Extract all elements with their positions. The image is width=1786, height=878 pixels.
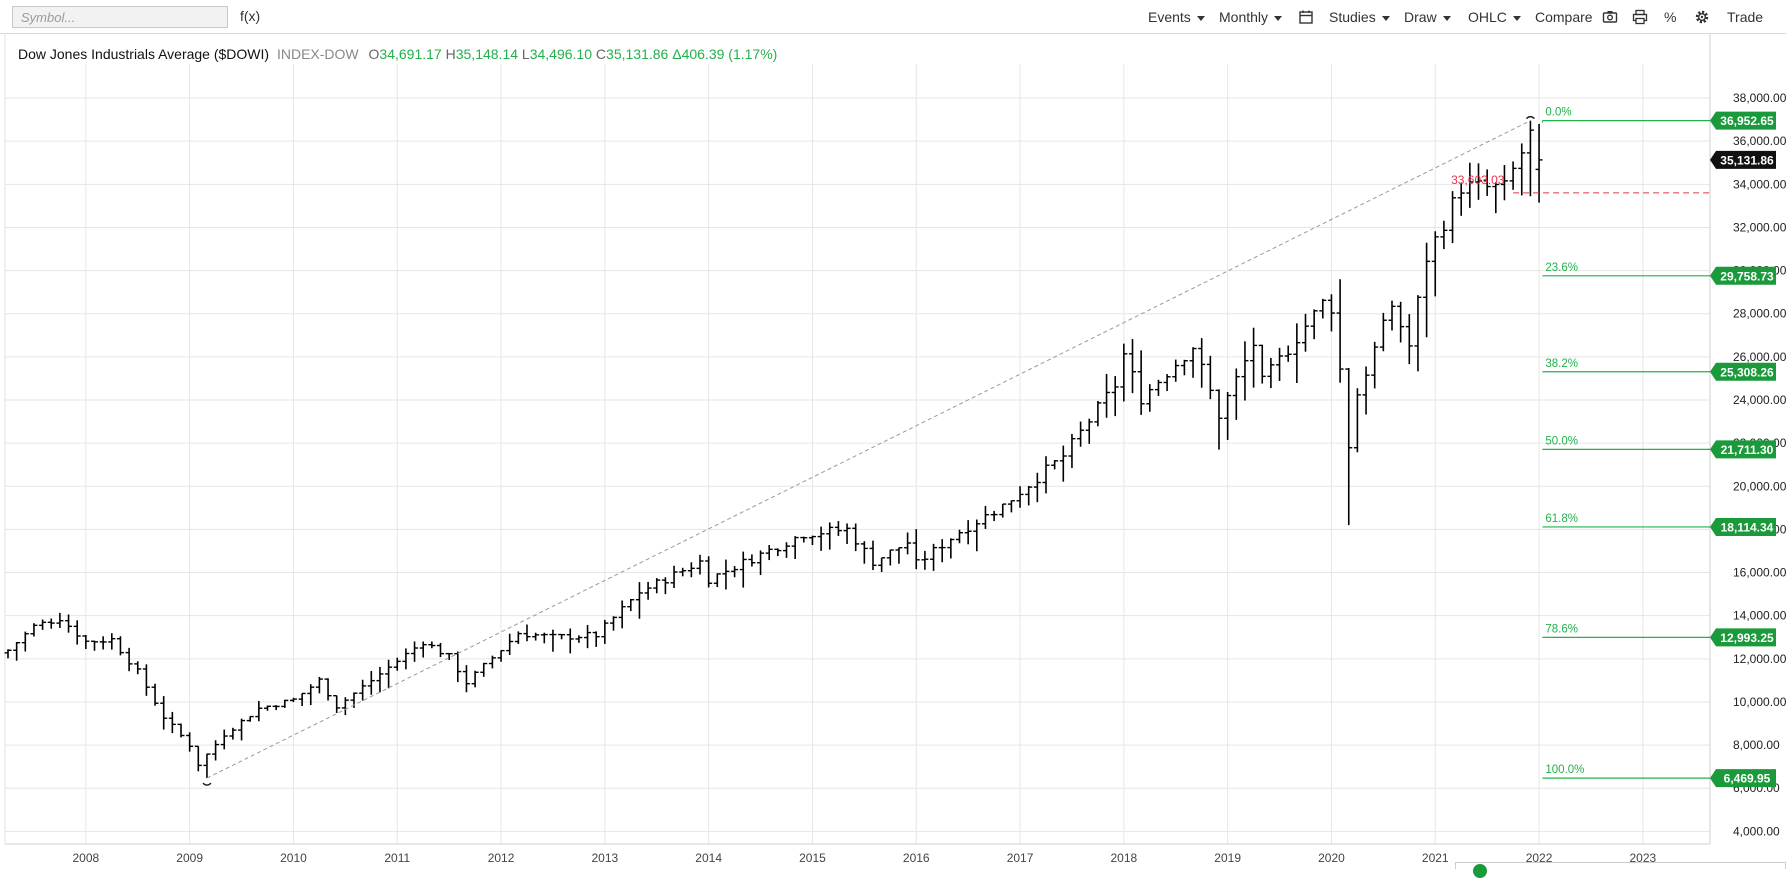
period-label: Monthly — [1219, 9, 1269, 25]
y-tick-label: 32,000.00 — [1733, 220, 1786, 234]
symbol-search-input[interactable] — [12, 6, 228, 28]
fib-price-tag-text: 18,114.34 — [1721, 520, 1774, 534]
open-label: O — [368, 46, 380, 62]
fib-price-tag-text: 21,711.30 — [1721, 443, 1774, 457]
fib-level-percent: 0.0% — [1545, 107, 1571, 119]
chevron-down-icon — [1196, 15, 1205, 21]
open-value: 34,691.17 — [379, 46, 442, 62]
toolbar: f(x) Events Monthly Studies Draw OHLC Co… — [0, 0, 1786, 34]
period-menu[interactable]: Monthly — [1219, 9, 1283, 25]
last-price-tag-text: 35,131.86 — [1720, 153, 1774, 167]
status-dot-icon — [1473, 864, 1487, 878]
y-tick-label: 24,000.00 — [1733, 393, 1786, 407]
x-tick-label: 2010 — [280, 851, 307, 865]
chevron-down-icon — [1274, 15, 1283, 21]
x-tick-label: 2023 — [1629, 851, 1656, 865]
symbol-name: Dow Jones Industrials Average ($DOWI) — [18, 46, 270, 62]
fib-price-tag-text: 6,469.95 — [1724, 772, 1771, 786]
draw-label: Draw — [1404, 9, 1437, 25]
fib-price-tag-text: 29,758.73 — [1720, 269, 1774, 283]
gear-icon[interactable] — [1693, 8, 1711, 26]
high-value: 35,148.14 — [455, 46, 519, 62]
studies-menu[interactable]: Studies — [1329, 9, 1390, 25]
fib-level-percent: 78.6% — [1545, 623, 1578, 635]
fib-price-tag — [1710, 362, 1776, 381]
fib-price-tag — [1710, 266, 1776, 285]
fib-level-percent: 50.0% — [1545, 435, 1578, 447]
trendline — [206, 120, 1531, 779]
x-tick-label: 2019 — [1214, 851, 1241, 865]
x-tick-label: 2011 — [384, 851, 410, 865]
chevron-down-icon — [1442, 15, 1451, 21]
chevron-down-icon — [1381, 15, 1390, 21]
fib-level-percent: 38.2% — [1545, 358, 1578, 370]
y-tick-label: 34,000.00 — [1733, 177, 1786, 191]
fib-price-tag — [1710, 769, 1776, 788]
fib-price-tag — [1710, 517, 1776, 536]
percent-button[interactable]: % — [1664, 9, 1677, 25]
fib-price-tag — [1710, 440, 1776, 459]
studies-label: Studies — [1329, 9, 1376, 25]
chart-type-label: OHLC — [1468, 9, 1507, 25]
fib-price-tag — [1710, 111, 1776, 130]
draw-menu[interactable]: Draw — [1404, 9, 1451, 25]
x-tick-label: 2020 — [1318, 851, 1345, 865]
fib-level-percent: 61.8% — [1545, 513, 1578, 525]
chevron-down-icon — [1512, 15, 1521, 21]
events-label: Events — [1148, 9, 1191, 25]
trade-button[interactable]: Trade — [1727, 9, 1764, 25]
close-value: 35,131.86 — [606, 46, 669, 62]
fib-level-percent: 23.6% — [1545, 262, 1578, 274]
function-button[interactable]: f(x) — [240, 8, 261, 24]
x-tick-label: 2017 — [1007, 851, 1034, 865]
y-tick-label: 26,000.00 — [1733, 350, 1786, 364]
y-tick-label: 4,000.00 — [1733, 824, 1780, 838]
x-tick-label: 2015 — [799, 851, 826, 865]
y-tick-label: 28,000.00 — [1733, 307, 1786, 321]
chart-type-menu[interactable]: OHLC — [1468, 9, 1521, 25]
bottom-panel-tab[interactable] — [1455, 862, 1786, 869]
x-tick-label: 2012 — [488, 851, 515, 865]
y-tick-label: 20,000.00 — [1733, 479, 1786, 493]
y-tick-label: 12,000.00 — [1733, 652, 1786, 666]
fib-price-tag-text: 25,308.26 — [1720, 365, 1774, 379]
last-price-tag — [1710, 150, 1776, 169]
trendline-anchor-high — [1525, 115, 1535, 120]
y-tick-label: 10,000.00 — [1733, 695, 1786, 709]
ohlc-chart-svg[interactable]: 4,000.006,000.008,000.0010,000.0012,000.… — [0, 34, 1786, 869]
x-tick-label: 2016 — [903, 851, 930, 865]
x-tick-label: 2021 — [1422, 851, 1449, 865]
y-tick-label: 14,000.00 — [1733, 609, 1786, 623]
camera-icon[interactable] — [1601, 8, 1619, 26]
fib-price-tag-text: 12,993.25 — [1720, 631, 1774, 645]
x-tick-label: 2022 — [1526, 851, 1553, 865]
fib-price-tag — [1710, 628, 1776, 647]
y-tick-label: 16,000.00 — [1733, 566, 1786, 580]
trendline-anchor-low — [202, 782, 212, 786]
close-label: C — [595, 46, 607, 62]
y-tick-label: 38,000.00 — [1733, 91, 1786, 105]
x-tick-label: 2008 — [72, 851, 99, 865]
fib-level-percent: 100.0% — [1545, 764, 1584, 776]
low-value: 34,496.10 — [529, 46, 593, 62]
x-tick-label: 2018 — [1110, 851, 1137, 865]
x-tick-label: 2014 — [695, 851, 722, 865]
price-chart[interactable]: 4,000.00 6,000.00 8,000.00 10,000.00 12,000.… — [0, 34, 1786, 869]
y-tick-label: 36,000.00 — [1733, 134, 1786, 148]
low-label: L — [521, 46, 530, 62]
red-level-label: 33,603.03 — [1451, 173, 1505, 187]
exchange-label: INDEX-DOW — [276, 46, 359, 62]
y-tick-label: 8,000.00 — [1733, 738, 1780, 752]
x-tick-label: 2009 — [176, 851, 203, 865]
print-icon[interactable] — [1631, 8, 1649, 26]
x-tick-label: 2013 — [591, 851, 618, 865]
high-label: H — [445, 46, 456, 62]
change-value: Δ406.39 (1.17%) — [672, 46, 778, 62]
fib-price-tag-text: 36,952.65 — [1720, 114, 1774, 128]
events-menu[interactable]: Events — [1148, 9, 1205, 25]
chart-legend: Dow Jones Industrials Average ($DOWI) IN… — [18, 46, 777, 62]
calendar-icon[interactable] — [1297, 8, 1315, 26]
compare-button[interactable]: Compare — [1535, 9, 1593, 25]
